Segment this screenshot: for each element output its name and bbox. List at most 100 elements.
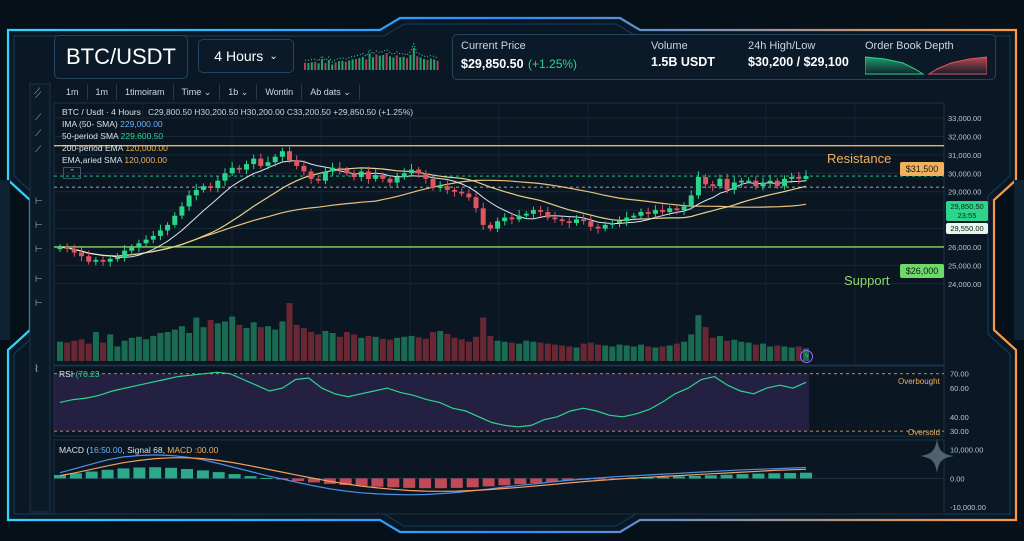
brush-tool-icon[interactable]: ⟋	[35, 128, 42, 138]
timeframe-select[interactable]: 4 Hours ⌄	[198, 39, 294, 73]
macd-open-paren: (	[86, 445, 90, 455]
candle-body	[301, 165, 307, 172]
rsi-line	[59, 371, 807, 428]
volume-bar	[451, 337, 458, 361]
macd-histogram-bar	[800, 472, 812, 479]
macd-histogram-bar	[181, 469, 193, 479]
volume-bar	[616, 344, 623, 361]
oversold-label: Oversold	[908, 428, 941, 437]
sparkline-bar	[392, 57, 395, 70]
measure-tool-icon[interactable]: ⊢	[35, 220, 43, 230]
volume-bar	[494, 340, 501, 361]
volume-bar	[487, 335, 494, 361]
interval-toolbar: 1m 1m 1timoiram Time ⌄ 1b ⌄ Wontln Ab da…	[58, 84, 360, 100]
price-axis: 33,000.00 32,000.00 31,000.00 30,000.00 29,0…	[948, 114, 981, 289]
candle-body	[186, 195, 192, 207]
candle-body	[344, 169, 350, 174]
collapse-legend-icon[interactable]: ⌃	[63, 167, 81, 179]
volume-bar	[78, 339, 85, 362]
macd-histogram-bar	[54, 475, 66, 479]
support-label: Support	[844, 273, 890, 288]
indicator-tool-icon[interactable]: ⌇	[34, 364, 39, 375]
candle-body	[495, 221, 501, 229]
volume-bar	[738, 341, 745, 361]
volume-bar	[587, 342, 594, 361]
volume-bar	[573, 347, 580, 361]
candle-body	[129, 247, 135, 251]
chart-symbol-line: BTC / Usdt · 4 Hours	[62, 107, 141, 117]
volume-bar	[559, 345, 566, 361]
candle-body	[215, 180, 221, 189]
shape-tool-icon[interactable]: ⊢	[35, 274, 43, 284]
candle-body	[674, 208, 680, 211]
volume-bar	[501, 341, 508, 361]
volume-bar	[781, 346, 788, 361]
sparkline-bar	[338, 61, 340, 70]
price-tick-label: 24,000.00	[948, 280, 981, 289]
rsi-tick-label: 40.00	[950, 413, 969, 422]
volume-bar	[630, 346, 637, 361]
volume-bar	[250, 322, 257, 361]
zoom-tool-icon[interactable]: ⊢	[35, 298, 43, 308]
price-chart[interactable]	[54, 103, 944, 365]
candle-body	[746, 180, 752, 182]
rsi-chart[interactable]	[54, 366, 944, 436]
candle-body	[652, 210, 658, 214]
last-price-tag: 29,850.50 23:55	[946, 201, 988, 221]
candle-body	[588, 221, 594, 227]
text-tool-icon[interactable]: ⊢	[35, 244, 43, 254]
lightning-icon[interactable]: ϟ	[800, 350, 813, 363]
pencil-tool-icon[interactable]: ⟋	[35, 112, 42, 122]
candle-body	[459, 191, 465, 194]
ray-tool-icon[interactable]: ⟋	[35, 144, 42, 154]
interval-button[interactable]: Ab dats ⌄	[302, 84, 360, 100]
interval-button[interactable]: 1m	[58, 84, 88, 100]
volume-bar	[315, 334, 322, 361]
volume-bar	[114, 346, 121, 361]
sparkline-bar	[426, 59, 429, 70]
sparkline-bar	[409, 55, 412, 70]
price-tick-label: 31,000.00	[948, 151, 981, 160]
interval-button[interactable]: 1m	[88, 84, 118, 100]
ind3-label: 200-period EMA	[62, 143, 123, 153]
interval-button[interactable]: Time ⌄	[174, 84, 221, 100]
sparkline-bar	[378, 55, 381, 70]
indicator-legend-4: EMA,aried SMA 120,000.00	[62, 155, 167, 165]
candle-body	[530, 210, 536, 214]
price-tick-label: 26,000.00	[948, 243, 981, 252]
candle-body	[566, 221, 572, 223]
toolbar-collapse-icon[interactable]: ⟋	[34, 86, 41, 96]
candle-body	[789, 177, 795, 179]
fib-tool-icon[interactable]: ⊢	[35, 196, 43, 206]
candle-body	[272, 156, 278, 163]
candle-body	[365, 171, 371, 179]
interval-button[interactable]: 1b ⌄	[220, 84, 258, 100]
candle-body	[660, 210, 665, 212]
candle-body	[143, 239, 149, 244]
volume-bar	[143, 339, 150, 362]
volume-bar	[308, 332, 315, 361]
rsi-band	[54, 373, 809, 432]
macd-histogram-bar	[546, 478, 558, 482]
macd-value-1: 16:50.00	[89, 445, 123, 455]
sparkline-bar	[314, 61, 317, 71]
volume-bar	[164, 332, 171, 361]
macd-histogram-bar	[101, 469, 114, 479]
candle-body	[710, 184, 716, 187]
volume-bar	[286, 303, 293, 361]
candle-body	[466, 193, 472, 198]
candle-body	[122, 250, 128, 258]
trendline-tool-icon[interactable]: ⟋	[35, 90, 42, 100]
volume-bar	[128, 337, 135, 361]
macd-tick-label: 0.00	[950, 474, 965, 483]
macd-histogram-bar	[688, 475, 701, 479]
macd-chart[interactable]	[54, 440, 944, 514]
symbol-title[interactable]: BTC/USDT	[54, 35, 188, 79]
price-tick-label: 29,000.00	[948, 188, 981, 197]
macd-value-2: :00.00	[194, 445, 219, 455]
interval-button[interactable]: 1timoiram	[117, 84, 174, 100]
interval-button[interactable]: Wontln	[257, 84, 303, 100]
indicator-legend-3: 200-period EMA 120,000.00	[62, 143, 168, 153]
macd-tick-label: 10,000.00	[950, 446, 983, 455]
sparkline-bar	[331, 64, 334, 70]
